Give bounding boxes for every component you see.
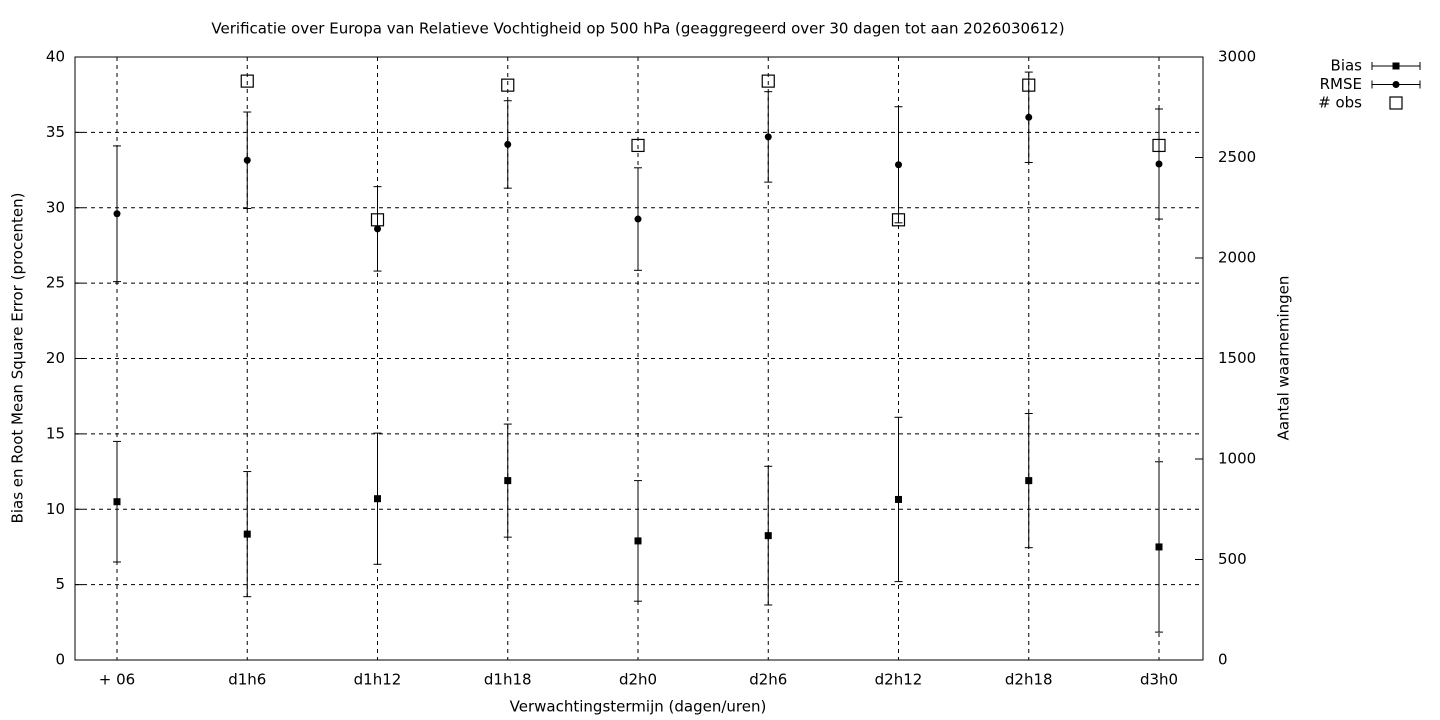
legend-label: RMSE — [1320, 75, 1362, 93]
point — [1025, 477, 1033, 485]
point — [764, 532, 772, 540]
point — [895, 161, 902, 169]
point — [504, 477, 512, 485]
point — [1152, 138, 1166, 153]
point — [240, 74, 254, 88]
y2-axis-label: Aantal waarnemingen — [1275, 276, 1293, 441]
point — [764, 133, 772, 141]
point — [631, 138, 645, 153]
point — [1392, 81, 1400, 88]
point — [895, 495, 902, 503]
legend-label: # obs — [1318, 94, 1362, 112]
x-tick-label: + 06 — [99, 671, 135, 689]
point — [891, 213, 906, 227]
point — [243, 156, 251, 164]
x-tick-label: d2h6 — [749, 671, 787, 689]
y-tick-label: 25 — [46, 274, 65, 292]
point — [501, 78, 515, 92]
point — [1392, 62, 1400, 70]
point — [1022, 78, 1036, 92]
point — [243, 530, 251, 538]
y2-tick-label: 2500 — [1218, 148, 1256, 166]
y2-tick-label: 1000 — [1218, 450, 1256, 468]
y-tick-label: 20 — [46, 349, 65, 367]
chart-title: Verificatie over Europa van Relatieve Vo… — [211, 20, 1064, 38]
y-tick-label: 10 — [46, 500, 65, 518]
point — [113, 498, 121, 506]
y2-tick-label: 0 — [1218, 651, 1228, 669]
x-tick-label: d1h12 — [354, 671, 402, 689]
y-tick-label: 5 — [55, 575, 65, 593]
point — [1025, 113, 1033, 121]
point — [1155, 543, 1163, 551]
y2-tick-label: 3000 — [1218, 48, 1256, 66]
point — [374, 495, 381, 503]
x-tick-label: d1h18 — [484, 671, 532, 689]
point — [504, 140, 512, 148]
x-axis-label: Verwachtingstermijn (dagen/uren) — [510, 698, 767, 716]
x-tick-label: d2h18 — [1005, 671, 1053, 689]
y2-tick-label: 2000 — [1218, 249, 1256, 267]
y-tick-label: 0 — [55, 651, 65, 669]
x-tick-label: d3h0 — [1140, 671, 1178, 689]
y-tick-label: 30 — [46, 198, 65, 216]
x-tick-label: d2h12 — [875, 671, 923, 689]
point — [1155, 160, 1163, 168]
y-axis-label: Bias en Root Mean Square Error (procente… — [9, 193, 27, 524]
y-tick-label: 15 — [46, 424, 65, 442]
point — [370, 213, 385, 227]
y-tick-label: 35 — [46, 123, 65, 141]
point — [634, 537, 642, 545]
legend-label: Bias — [1331, 57, 1363, 75]
point — [113, 210, 121, 218]
point — [634, 215, 642, 223]
point — [761, 74, 775, 88]
y-tick-label: 40 — [46, 48, 65, 66]
point — [374, 225, 381, 233]
x-tick-label: d1h6 — [228, 671, 266, 689]
point — [1389, 96, 1403, 110]
y2-tick-label: 500 — [1218, 550, 1247, 568]
x-tick-label: d2h0 — [619, 671, 657, 689]
y2-tick-label: 1500 — [1218, 349, 1256, 367]
